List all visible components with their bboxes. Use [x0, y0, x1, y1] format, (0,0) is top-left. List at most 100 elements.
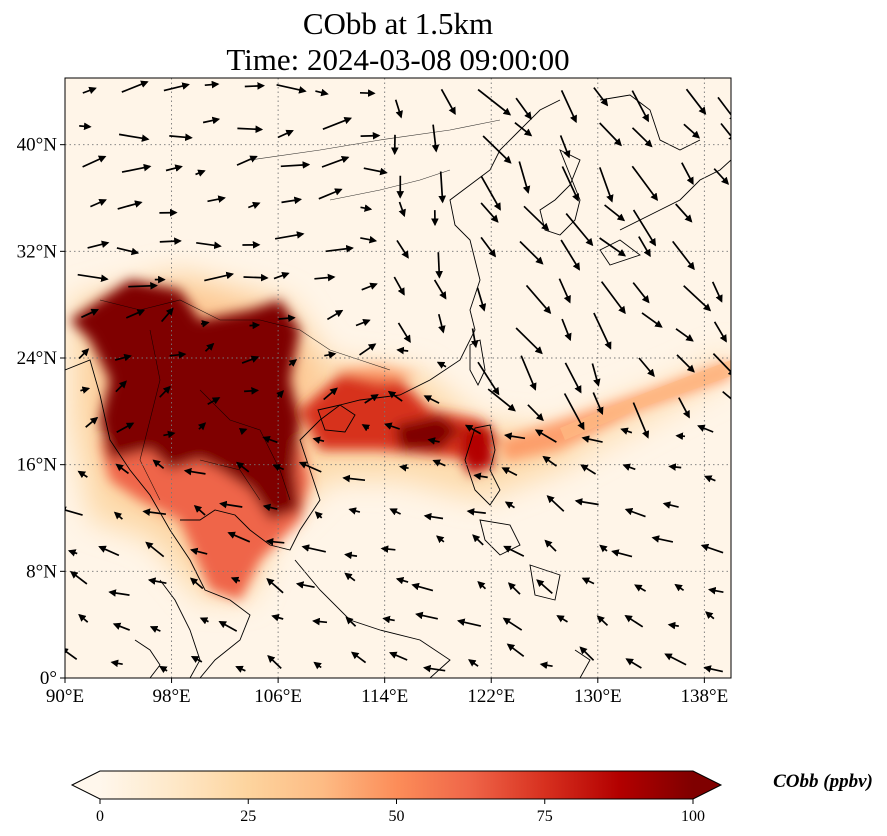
wind-arrow: [326, 309, 344, 321]
wind-arrow: [237, 125, 264, 134]
wind-arrow: [604, 204, 626, 222]
lat-tick-group: 0° 8°N 16°N 24°N 32°N 40°N: [17, 135, 65, 689]
wind-arrow: [65, 647, 78, 660]
wind-arrow: [574, 498, 599, 506]
wind-arrow: [520, 355, 537, 391]
wind-arrow: [243, 273, 269, 282]
wind-arrow: [611, 549, 633, 558]
wind-arrow: [364, 394, 379, 404]
wind-arrow: [121, 163, 152, 173]
wind-arrow: [65, 506, 83, 516]
wind-arrow: [581, 435, 603, 443]
wind-arrow: [440, 88, 456, 116]
wind-arrow: [393, 276, 405, 296]
wind-arrow: [527, 404, 544, 422]
wind-arrow: [360, 204, 373, 212]
wind-arrow: [115, 380, 127, 393]
wind-arrow: [247, 201, 261, 210]
wind-arrow: [190, 655, 203, 663]
wind-arrow: [703, 475, 716, 483]
lat-tick-label: 32°N: [17, 241, 58, 262]
colorbar-ticks: 0 25 50 75 100: [96, 799, 705, 825]
wind-arrow: [720, 122, 731, 143]
wind-arrow: [183, 467, 206, 476]
wind-arrow: [207, 397, 221, 406]
wind-arrow: [534, 429, 557, 443]
wind-arrow: [169, 133, 193, 142]
wind-arrow: [423, 395, 440, 404]
wind-arrow: [523, 205, 550, 231]
wind-arrow: [350, 651, 367, 664]
lon-tick-label: 130°E: [574, 686, 622, 707]
wind-arrow: [388, 651, 408, 661]
wind-arrow: [78, 613, 89, 623]
wind-arrow: [262, 503, 278, 512]
wind-arrow: [480, 175, 501, 211]
map-title-line1: CObb at 1.5km: [303, 6, 493, 41]
wind-arrow: [546, 495, 565, 512]
wind-arrow: [278, 314, 296, 323]
wind-arrow: [685, 88, 707, 115]
wind-arrow: [193, 504, 206, 516]
colorbar-extend-high: [693, 771, 721, 799]
wind-arrow: [116, 422, 135, 433]
wind-arrow: [113, 511, 123, 520]
wind-arrow: [544, 539, 557, 552]
wind-arrow: [274, 231, 305, 240]
wind-arrow: [152, 459, 165, 469]
wind-arrow: [468, 659, 479, 667]
wind-arrow: [592, 392, 604, 416]
wind-arrow: [697, 424, 714, 433]
wind-arrow: [267, 654, 282, 670]
wind-arrow: [77, 273, 109, 283]
wind-arrow: [363, 167, 388, 176]
wind-arrow: [563, 393, 585, 431]
wind-arrow: [204, 342, 215, 352]
wind-arrow: [436, 361, 447, 369]
wind-arrow: [672, 240, 695, 271]
wind-arrow: [301, 544, 326, 553]
wind-arrow: [560, 239, 581, 271]
wind-arrow: [641, 312, 663, 328]
country-borders: [99, 119, 501, 501]
wind-arrow: [114, 353, 132, 362]
wind-arrow: [556, 615, 568, 623]
wind-arrow: [713, 321, 727, 343]
wind-arrow: [477, 361, 500, 396]
wind-arrow: [580, 464, 597, 475]
lon-tick-label: 114°E: [361, 686, 408, 707]
wind-arrow: [361, 424, 371, 432]
wind-arrow: [470, 328, 479, 349]
colorbar-tick-label: 100: [681, 808, 705, 825]
wind-arrow: [411, 582, 434, 592]
wind-arrow: [360, 235, 378, 244]
wind-arrow: [298, 461, 322, 473]
wind-arrow: [149, 625, 161, 633]
colorbar-tick-label: 50: [389, 808, 405, 825]
wind-arrow: [678, 397, 690, 419]
wind-arrow: [145, 541, 165, 558]
wind-arrow: [561, 166, 579, 202]
wind-arrow: [564, 362, 582, 394]
wind-arrow: [207, 195, 226, 203]
wind-vectors: [65, 80, 731, 674]
wind-arrow: [722, 390, 731, 400]
wind-arrow: [631, 127, 653, 148]
wind-arrow: [345, 616, 357, 627]
map-panel: [65, 78, 731, 678]
colorbar-gradient: [100, 771, 693, 799]
wind-arrow: [565, 213, 594, 247]
wind-arrow: [389, 508, 401, 516]
wind-arrow: [675, 328, 694, 342]
wind-arrow: [384, 422, 400, 430]
wind-arrow: [487, 388, 516, 412]
wind-arrow: [457, 618, 482, 627]
wind-arrow: [480, 202, 499, 223]
wind-arrow: [519, 240, 544, 265]
wind-arrow: [313, 661, 322, 670]
wind-arrow: [579, 646, 595, 661]
wind-arrow: [482, 135, 512, 164]
wind-arrow: [159, 385, 171, 398]
wind-arrow: [632, 402, 650, 439]
wind-arrow: [558, 278, 571, 304]
